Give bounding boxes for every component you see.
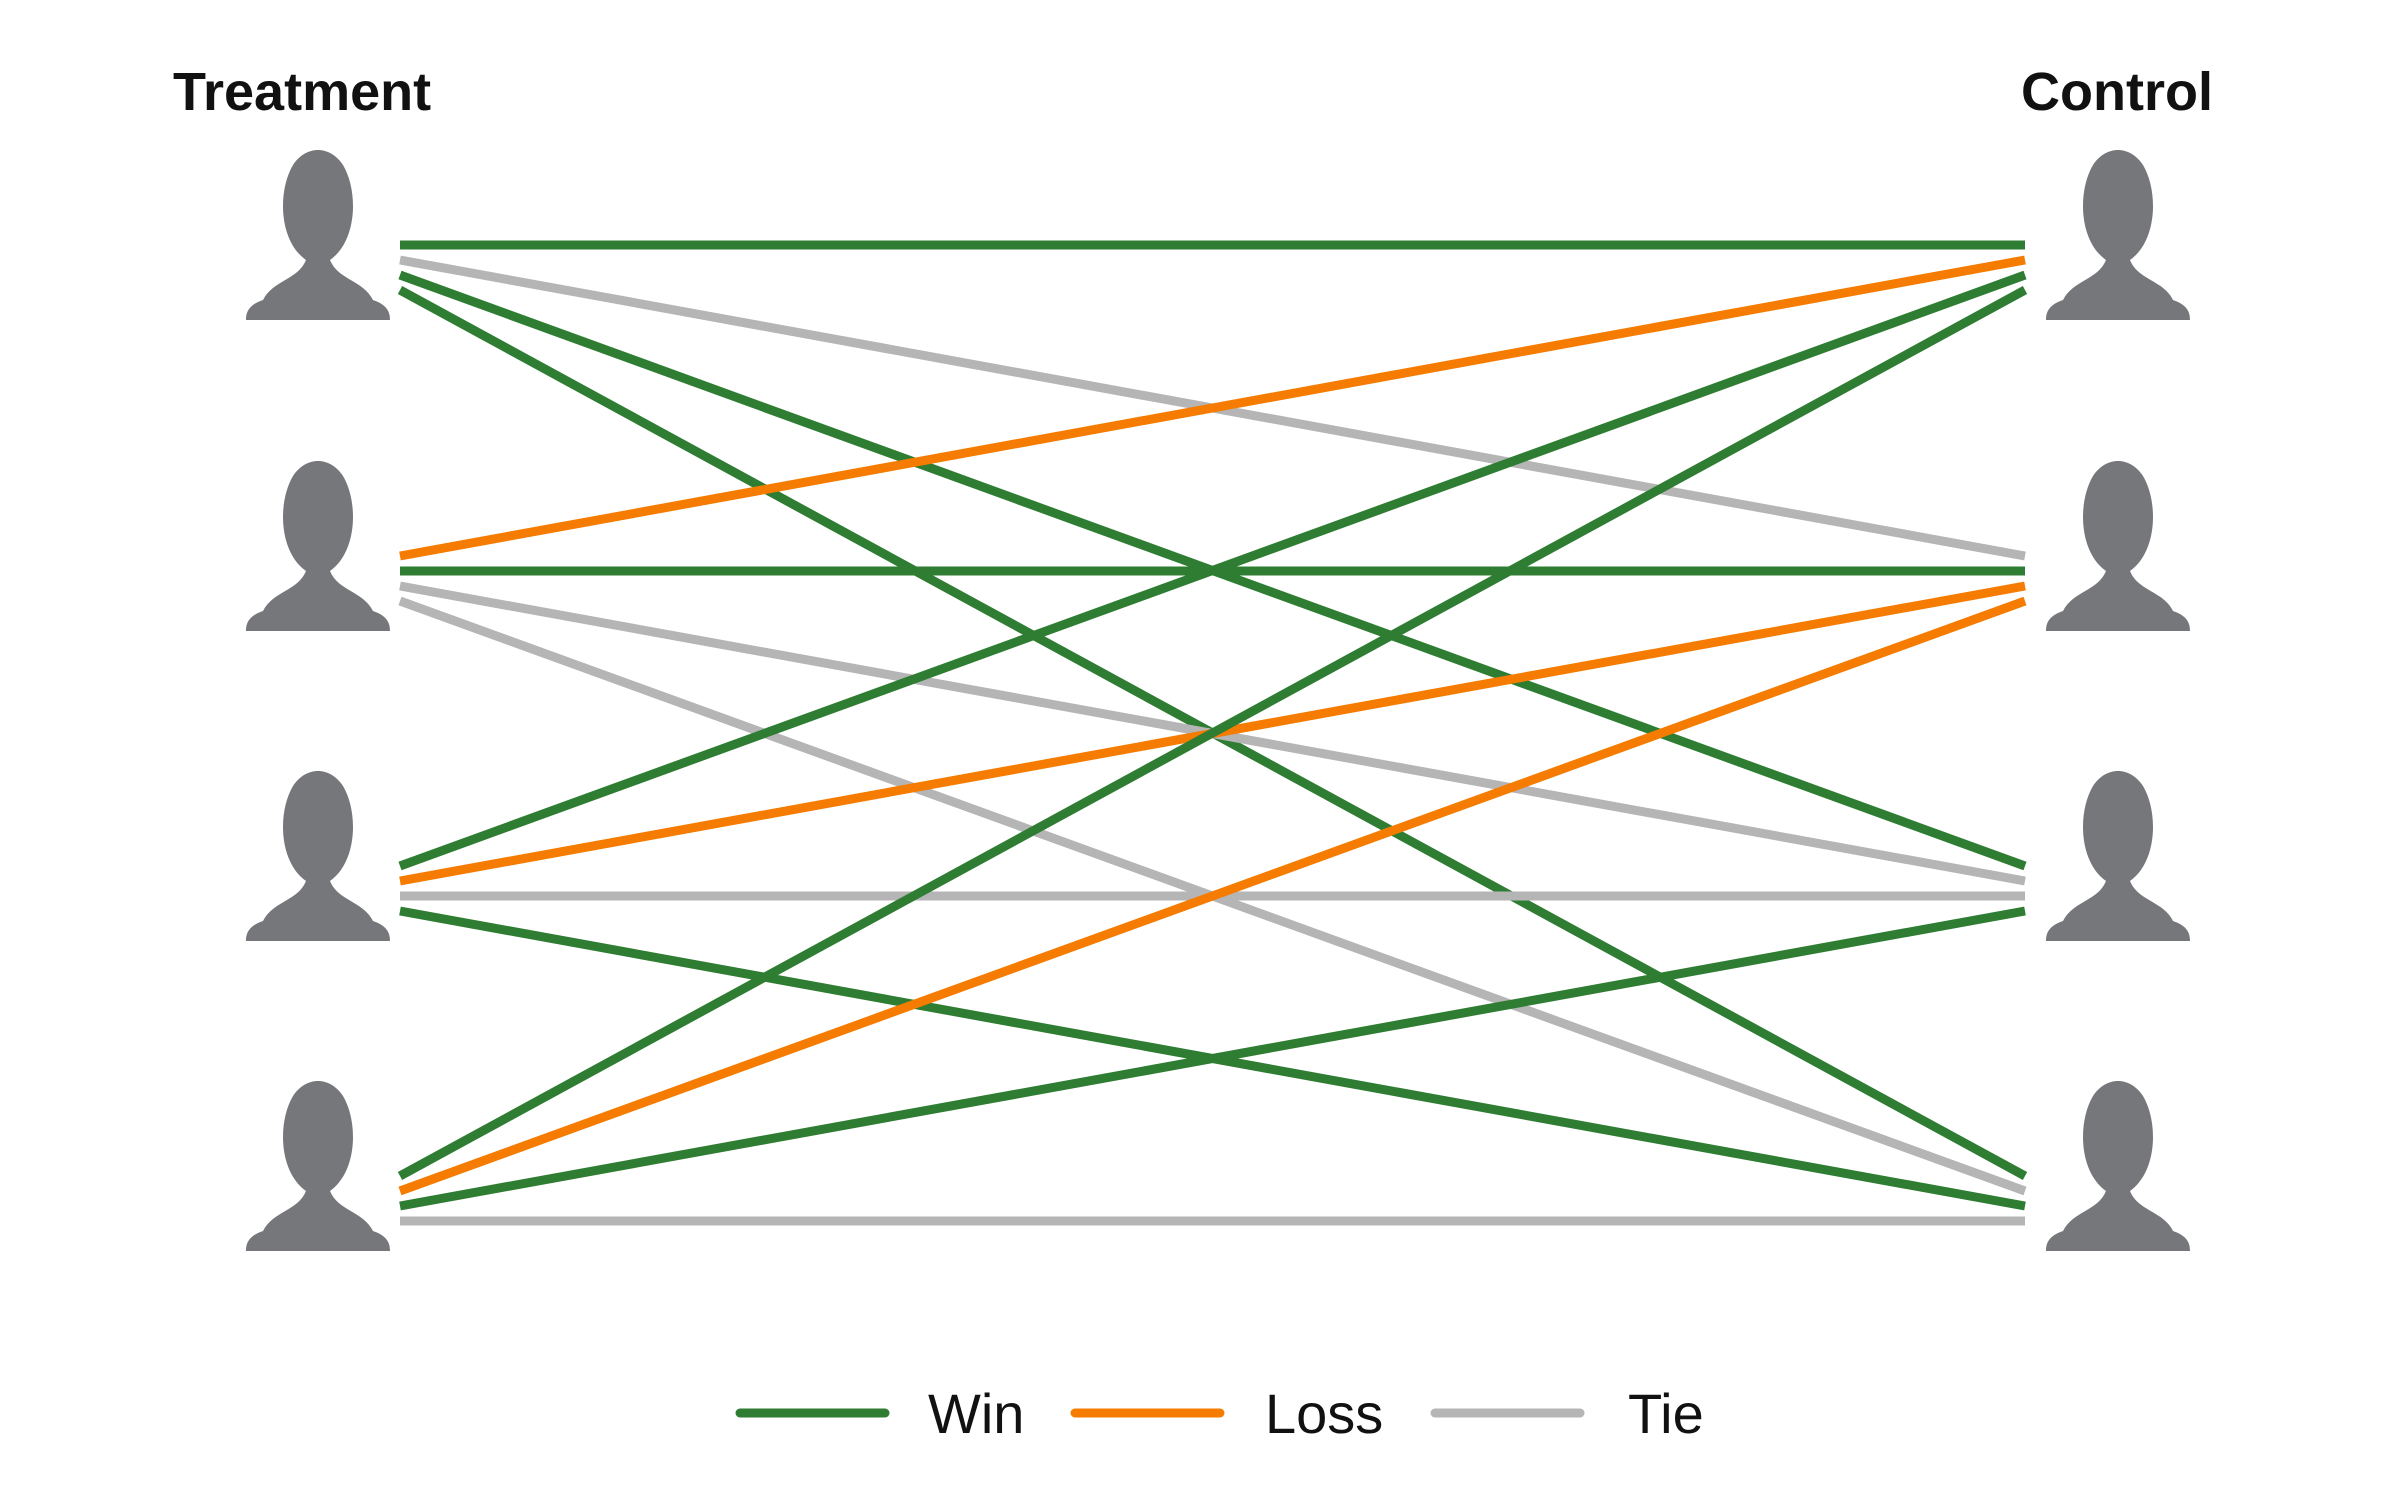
- legend-win-label: Win: [928, 1382, 1024, 1445]
- person-icon: [2046, 771, 2190, 941]
- person-icon: [246, 461, 390, 631]
- comparison-line-win: [398, 270, 2027, 871]
- person-icon: [246, 150, 390, 320]
- comparison-line-loss: [398, 596, 2027, 1196]
- comparison-line-loss: [399, 255, 2026, 561]
- control-title: Control: [2021, 62, 2213, 122]
- person-icon: [2046, 461, 2190, 631]
- person-icon: [246, 771, 390, 941]
- legend: Win Loss Tie: [735, 1382, 1704, 1445]
- person-icon: [246, 1081, 390, 1251]
- legend-tie-label: Tie: [1628, 1382, 1704, 1445]
- participants: [246, 150, 2190, 1251]
- person-icon: [2046, 150, 2190, 320]
- comparison-lines: [397, 240, 2028, 1226]
- legend-loss-label: Loss: [1265, 1382, 1383, 1445]
- comparison-line-win: [399, 906, 2026, 1211]
- person-icon: [2046, 1081, 2190, 1251]
- comparison-line-win: [397, 286, 2028, 1180]
- treatment-title: Treatment: [173, 62, 431, 122]
